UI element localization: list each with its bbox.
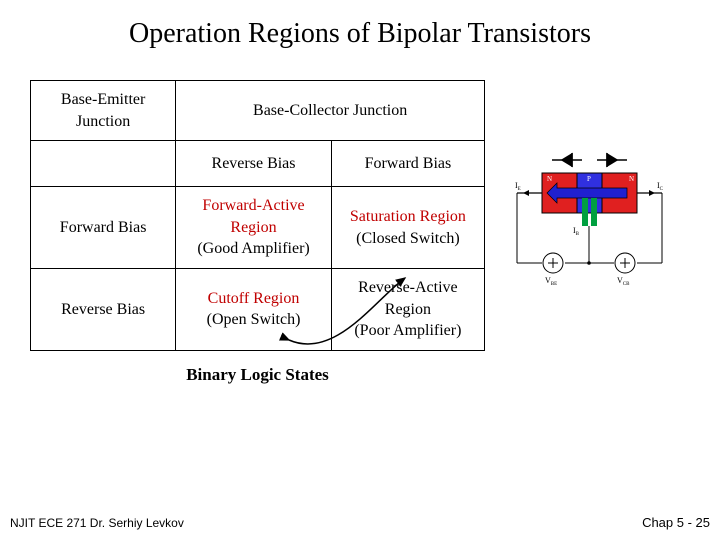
cell-saturation-note: (Closed Switch) [356, 230, 460, 247]
cell-forward-active: Forward-Active Region (Good Amplifier) [176, 187, 332, 269]
cell-cutoff-note: (Open Switch) [207, 311, 301, 328]
cell-cutoff-title: Cutoff Region [208, 290, 300, 307]
cell-cutoff: Cutoff Region (Open Switch) [176, 268, 332, 350]
vcb-label: VCB [617, 276, 630, 287]
ic-arrow-icon [649, 190, 655, 196]
row-label-reverse-bias: Reverse Bias [31, 268, 176, 350]
base-lead-1 [582, 198, 588, 226]
slide-title: Operation Regions of Bipolar Transistors [0, 0, 720, 60]
emitter-label: N [547, 175, 552, 183]
col-header-bc-junction: Base-Collector Junction [176, 81, 485, 141]
binary-logic-caption: Binary Logic States [30, 365, 485, 385]
cell-reverse-active-title: Reverse-Active Region [358, 279, 458, 318]
subcol-forward-bias: Forward Bias [331, 141, 484, 187]
cell-saturation: Saturation Region (Closed Switch) [331, 187, 484, 269]
cell-saturation-title: Saturation Region [350, 208, 466, 225]
table-row-reverse-bias: Reverse Bias Cutoff Region (Open Switch)… [31, 268, 485, 350]
collector-label: N [629, 175, 634, 183]
transistor-circuit-diagram: N P N IE IC IB VBE VCB [497, 148, 687, 298]
subcol-reverse-bias: Reverse Bias [176, 141, 332, 187]
row-label-forward-bias: Forward Bias [31, 187, 176, 269]
empty-cell [31, 141, 176, 187]
cell-forward-active-note: (Good Amplifier) [197, 240, 309, 257]
diode-symbol-right-icon [597, 153, 627, 167]
vbe-label: VBE [545, 276, 557, 287]
cell-forward-active-title: Forward-Active Region [202, 197, 304, 236]
cell-reverse-active-note: (Poor Amplifier) [354, 322, 461, 339]
node-dot [587, 261, 591, 265]
content-row: Base-Emitter Junction Base-Collector Jun… [0, 60, 720, 351]
cell-reverse-active: Reverse-Active Region (Poor Amplifier) [331, 268, 484, 350]
ie-arrow-icon [523, 190, 529, 196]
base-label: P [587, 175, 591, 183]
table-header-row: Base-Emitter Junction Base-Collector Jun… [31, 81, 485, 141]
table-subheader-row: Reverse Bias Forward Bias [31, 141, 485, 187]
ie-label: IE [515, 181, 521, 192]
footer-left: NJIT ECE 271 Dr. Serhiy Levkov [10, 516, 184, 530]
base-lead-2 [591, 198, 597, 226]
footer-right: Chap 5 - 25 [642, 515, 710, 530]
table-row-forward-bias: Forward Bias Forward-Active Region (Good… [31, 187, 485, 269]
operation-region-table: Base-Emitter Junction Base-Collector Jun… [30, 80, 485, 351]
col-header-be-junction: Base-Emitter Junction [31, 81, 176, 141]
ib-label: IB [573, 226, 580, 237]
ic-label: IC [657, 181, 664, 192]
diode-symbol-left-icon [552, 153, 582, 167]
